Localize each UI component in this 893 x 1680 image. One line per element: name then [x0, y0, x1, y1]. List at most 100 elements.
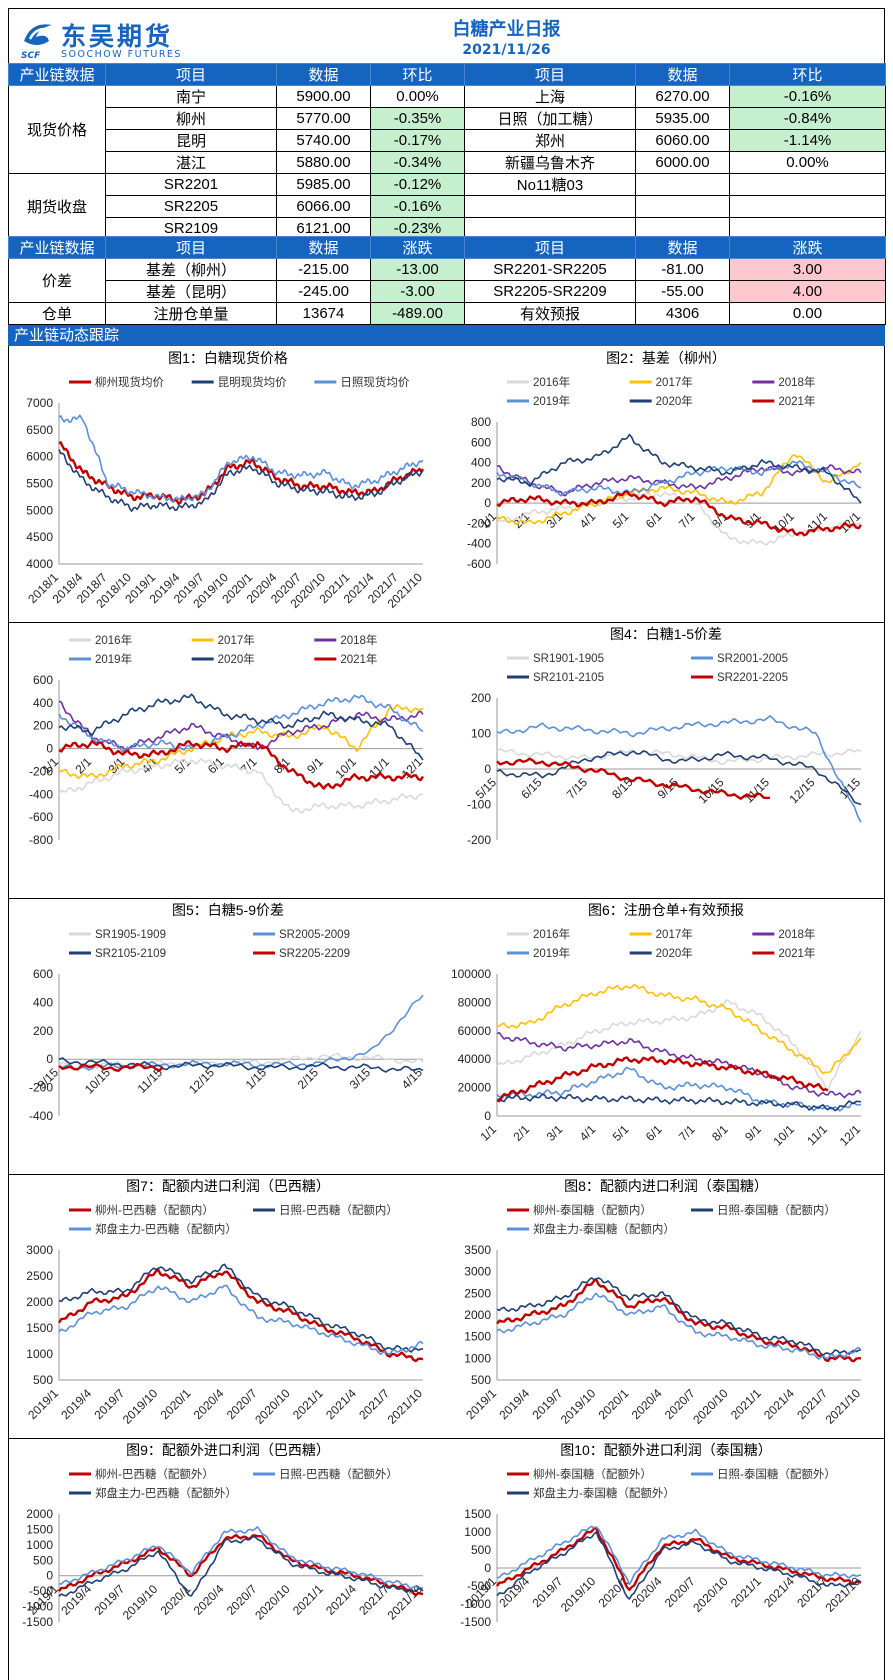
cell-item: 有效预报	[464, 302, 636, 325]
y-tick-label: 200	[471, 691, 491, 705]
series-line	[58, 704, 424, 779]
x-tick-label: 7/1	[676, 1122, 698, 1144]
legend-label: 2020年	[218, 652, 255, 666]
x-tick-label: 12/15	[786, 775, 817, 806]
y-tick-label: 1000	[26, 1347, 53, 1361]
cell-change: -0.16%	[729, 85, 886, 108]
series-line	[496, 748, 862, 766]
cell-item: SR2205-SR2209	[464, 280, 636, 303]
y-tick-label: -1000	[22, 1600, 53, 1614]
x-tick-label: 3/1	[544, 509, 566, 531]
legend-label: 2021年	[778, 394, 815, 408]
cell-change: -13.00	[370, 258, 465, 281]
table-row: 期货收盘 SR2201 5985.00 -0.12% No11糖03	[8, 173, 886, 240]
legend-label: 郑盘主力-巴西糖（配额外）	[95, 1486, 237, 1500]
x-tick-label: 2021/1	[728, 1574, 764, 1610]
col-header: 项目	[464, 63, 636, 86]
y-tick-label: -500	[29, 1584, 53, 1598]
legend-label: 日照-泰国糖（配额外）	[717, 1467, 836, 1481]
y-tick-label: -400	[29, 787, 53, 801]
table-row: 昆明 5740.00 -0.17% 郑州 6060.00 -1.14%	[9, 129, 886, 152]
series-line	[58, 694, 424, 753]
legend-label: 2019年	[533, 394, 570, 408]
series-line	[496, 983, 862, 1075]
y-tick-label: 6500	[26, 423, 53, 437]
y-tick-label: 1000	[26, 1538, 53, 1552]
cell-item	[464, 195, 636, 218]
chart-7: 图7：配额内进口利润（巴西糖） 柳州-巴西糖（配额内） 日照-巴西糖（配额内） 郑盘主…	[9, 1174, 447, 1438]
chart-10: 图10：配额外进口利润（泰国糖） 柳州-泰国糖（配额外） 日照-泰国糖（配额外） 郑盘…	[447, 1438, 885, 1680]
x-tick-label: 2019/1	[463, 1386, 499, 1422]
chart-title: 图5：白糖5-9价差	[172, 902, 284, 918]
cell-item: 新疆乌鲁木齐	[464, 151, 636, 174]
series-line	[58, 739, 424, 790]
x-tick-label: 2020/1	[158, 1582, 194, 1618]
series-line	[496, 715, 862, 823]
cell-value: -245.00	[276, 280, 371, 303]
divider	[9, 622, 884, 623]
chart-8: 图8：配额内进口利润（泰国糖） 柳州-泰国糖（配额内） 日照-泰国糖（配额内） 郑盘主…	[447, 1174, 885, 1438]
spread-table: 产业链数据 项目 数据 涨跌 项目 数据 涨跌 价差 基差（柳州） -215.0…	[8, 236, 886, 325]
x-tick-label: 1/1	[477, 1122, 499, 1144]
table-row: SR2205 6066.00 -0.16%	[9, 195, 886, 218]
y-tick-label: 2000	[464, 1308, 491, 1322]
x-tick-label: 4/1	[577, 509, 599, 531]
table-header-row: 产业链数据 项目 数据 环比 项目 数据 环比	[8, 63, 886, 86]
y-tick-label: 6000	[26, 450, 53, 464]
series-line	[496, 454, 862, 526]
x-tick-label: 9/1	[742, 1122, 764, 1144]
chart-title: 图1：白糖现货价格	[168, 350, 288, 366]
y-tick-label: 500	[471, 1543, 491, 1557]
legend-label: 2018年	[778, 375, 815, 389]
x-tick-label: 2020/10	[690, 1574, 731, 1615]
col-header: 环比	[370, 63, 465, 86]
table-header-row: 产业链数据 项目 数据 涨跌 项目 数据 涨跌	[8, 236, 886, 259]
cell-item: 基差（昆明）	[105, 280, 277, 303]
cell-change: 0.00%	[729, 151, 886, 174]
x-tick-label: 2019/4	[58, 1386, 94, 1422]
x-tick-label: 10/15	[82, 1065, 113, 1096]
series-line	[496, 1093, 862, 1112]
cell-value: 5935.00	[635, 107, 730, 130]
chart-svg: 图7：配额内进口利润（巴西糖） 柳州-巴西糖（配额内） 日照-巴西糖（配额内） 郑盘主…	[25, 1178, 425, 1427]
col-header: 项目	[105, 236, 277, 259]
x-tick-label: 2021/4	[323, 1582, 359, 1618]
x-tick-label: 7/15	[564, 775, 591, 802]
chart-title: 图8：配额内进口利润（泰国糖）	[564, 1178, 768, 1194]
y-tick-label: 5500	[26, 477, 53, 491]
y-tick-label: 3500	[464, 1243, 491, 1257]
y-tick-label: -1000	[460, 1597, 491, 1611]
y-tick-label: 0	[484, 762, 491, 776]
legend-label: SR2001-2005	[717, 653, 788, 665]
legend-label: 郑盘主力-巴西糖（配额内）	[95, 1222, 237, 1236]
legend-label: SR2105-2109	[95, 948, 166, 960]
divider	[9, 1438, 884, 1439]
series-line	[496, 1277, 862, 1356]
legend-label: 日照-泰国糖（配额内）	[717, 1203, 836, 1217]
y-tick-label: 2000	[26, 1295, 53, 1309]
row-group-label: 现货价格	[8, 85, 106, 174]
cell-change: -0.35%	[370, 107, 465, 130]
x-tick-label: 2021/4	[761, 1386, 797, 1422]
y-tick-label: 3000	[464, 1265, 491, 1279]
x-tick-label: 12/15	[186, 1065, 217, 1096]
x-tick-label: 6/1	[643, 1122, 665, 1144]
legend-label: 柳州现货均价	[95, 375, 164, 389]
row-group-label: 期货收盘	[8, 173, 106, 240]
x-tick-label: 5/1	[610, 1122, 632, 1144]
col-header: 数据	[276, 236, 371, 259]
x-tick-label: 2021/1	[290, 1582, 326, 1618]
y-tick-label: -1500	[460, 1615, 491, 1629]
series-line	[496, 1526, 862, 1592]
cell-item: SR2201	[105, 173, 277, 196]
y-tick-label: 400	[471, 456, 491, 470]
chart-9: 图9：配额外进口利润（巴西糖） 柳州-巴西糖（配额外） 日照-巴西糖（配额外） 郑盘主…	[9, 1438, 447, 1680]
series-line	[496, 1278, 861, 1363]
chart-svg: 图8：配额内进口利润（泰国糖） 柳州-泰国糖（配额内） 日照-泰国糖（配额内） 郑盘主…	[463, 1178, 863, 1427]
series-line	[58, 1263, 424, 1353]
legend-label: 郑盘主力-泰国糖（配额内）	[533, 1222, 675, 1236]
col-header: 数据	[635, 236, 730, 259]
x-tick-label: 12/1	[837, 1122, 864, 1149]
series-line	[58, 758, 424, 814]
